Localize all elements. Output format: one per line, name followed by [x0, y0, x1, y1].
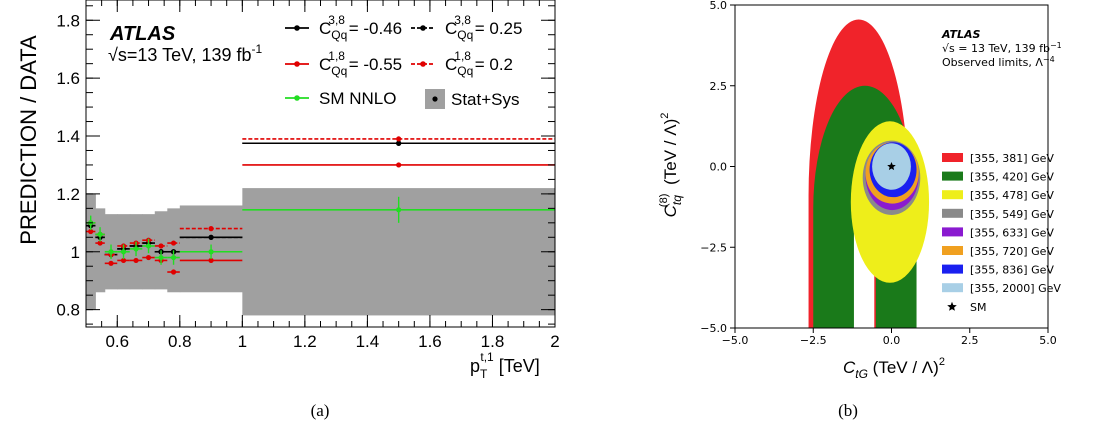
legend-label-2: [355, 478] GeV	[970, 189, 1054, 202]
legend-label-3: [355, 549] GeV	[970, 208, 1054, 221]
y-tick-label: −5.0	[700, 322, 727, 335]
legend-sm-star	[947, 301, 957, 311]
panel-a-ticks: 0.6 0.8 1 1.2 1.4 1.6 1.8 2 0.8 1 1.2 1.4 1.6 1.8	[56, 0, 560, 351]
series-2-point-4	[133, 257, 139, 264]
panel-a-y-axis-label: PREDICTION / DATA	[16, 35, 41, 245]
panel-a-chart: 0.6 0.8 1 1.2 1.4 1.6 1.8 2 0.8 1 1.2 1.4 1.6 1.8 PRE…	[16, 0, 560, 381]
legend-swatch-4	[942, 227, 963, 237]
panel-b-atlas-label: ATLAS	[941, 28, 980, 41]
y-tick-label: 5.0	[710, 0, 728, 12]
legend-label-sm: SM	[970, 301, 986, 314]
legend-swatch-0	[942, 153, 963, 162]
panel-a-caption: (a)	[311, 401, 330, 420]
legend-marker-1	[420, 25, 426, 31]
x-tick-label: 5.0	[1039, 334, 1057, 347]
panel-b-caption: (b)	[838, 401, 858, 420]
x-tick-label: 0.0	[883, 334, 901, 347]
series-2-point-2	[108, 260, 114, 266]
legend-label-6: [355, 836] GeV	[970, 264, 1054, 277]
prediction-series	[86, 136, 555, 275]
series-3-point-8	[208, 226, 214, 232]
x-tick-label: 1	[238, 332, 247, 351]
legend-label-1: CQq3,8 = 0.25	[445, 13, 522, 42]
y-tick-label: 1	[71, 243, 80, 262]
panel-b-legend: [355, 381] GeV [355, 420] GeV [355, 478] G…	[942, 152, 1061, 314]
panel-b-y-axis-label: Ctq(8) (TeV / Λ)2	[658, 113, 684, 218]
series-2-point-7	[170, 269, 177, 275]
legend-marker-0	[294, 25, 300, 31]
series-3-point-9	[396, 136, 402, 142]
panel-a-energy-label: √s=13 TeV, 139 fb-1	[108, 42, 262, 65]
series-3-point-6	[158, 243, 164, 249]
series-1-point-8	[208, 234, 214, 240]
sm-point	[887, 162, 896, 171]
panel-b-x-axis-label: CtG (TeV / Λ)2	[843, 356, 945, 381]
legend-label-0: [355, 381] GeV	[970, 152, 1054, 165]
y-tick-label: 0.8	[56, 301, 80, 320]
legend-label-4: [355, 633] GeV	[970, 226, 1054, 239]
legend-swatch-6	[942, 264, 963, 274]
series-2-point-1	[97, 240, 103, 246]
x-tick-label: 0.8	[168, 332, 192, 351]
legend-band-label: Stat+Sys	[451, 90, 520, 109]
y-tick-label: 2.5	[710, 80, 728, 93]
legend-swatch-3	[942, 208, 963, 218]
y-tick-label: 1.6	[56, 69, 80, 88]
y-tick-label: −2.5	[700, 241, 727, 254]
y-tick-label: 1.4	[56, 127, 80, 146]
x-tick-label: −2.5	[800, 334, 827, 347]
x-tick-label: 0.6	[105, 332, 129, 351]
panel-b-ticks: −5.0−5.0 −2.5 −2.5 0.0 0.0 2.5 2.5 5.0 5.0	[700, 0, 1056, 347]
y-tick-label: 1.2	[56, 185, 80, 204]
panel-b-chart: −5.0−5.0 −2.5 −2.5 0.0 0.0 2.5 2.5 5.0 5.0 CtG (…	[658, 0, 1062, 381]
legend-swatch-1	[942, 171, 963, 181]
limit-regions	[808, 19, 930, 328]
legend-label-0: CQq3,8 = -0.46	[319, 13, 402, 42]
x-tick-label: −5.0	[722, 334, 749, 347]
legend-swatch-2	[942, 190, 963, 200]
series-2-point-3	[120, 257, 127, 264]
legend-swatch-7	[942, 283, 963, 293]
series-1-point-9	[396, 140, 402, 146]
legend-label-5: [355, 720] GeV	[970, 245, 1054, 258]
panel-a-legend: CQq3,8 = -0.46 CQq3,8 = 0.25 CQq1,8 = -0.5…	[285, 13, 522, 109]
x-tick-label: 1.8	[481, 332, 505, 351]
series-2-point-8	[208, 257, 214, 264]
panel-b-energy-label: √s = 13 TeV, 139 fb−1	[942, 41, 1062, 55]
legend-label-2: CQq1,8 = -0.55	[319, 49, 402, 78]
x-tick-label: 2.5	[961, 334, 979, 347]
x-tick-label: 1.6	[418, 332, 442, 351]
series-2-point-5	[145, 254, 152, 261]
legend-label-1: [355, 420] GeV	[970, 171, 1054, 184]
series-3-point-7	[170, 240, 177, 246]
legend-label-7: [355, 2000] GeV	[970, 282, 1061, 295]
panel-a-x-axis-label: pTt,1 [TeV]	[470, 350, 540, 381]
panel-a-atlas-label: ATLAS	[109, 23, 176, 45]
legend-marker-4	[294, 95, 300, 101]
panel-b-limit-label: Observed limits, Λ−4	[942, 55, 1055, 69]
legend-band-marker	[432, 96, 438, 102]
series-2-point-9	[396, 162, 402, 168]
band-bin-1	[95, 208, 106, 293]
series-2-point-0	[88, 228, 94, 235]
legend-label-3: CQq1,8 = 0.2	[445, 49, 513, 78]
y-tick-label: 1.8	[56, 11, 80, 30]
x-tick-label: 1.2	[293, 332, 317, 351]
x-tick-label: 2	[550, 332, 559, 351]
legend-label-4: SM NNLO	[319, 89, 396, 108]
x-tick-label: 1.4	[356, 332, 380, 351]
legend-marker-3	[420, 61, 426, 67]
legend-marker-2	[294, 61, 300, 67]
legend-swatch-5	[942, 246, 963, 255]
y-tick-label: 0.0	[710, 161, 728, 174]
